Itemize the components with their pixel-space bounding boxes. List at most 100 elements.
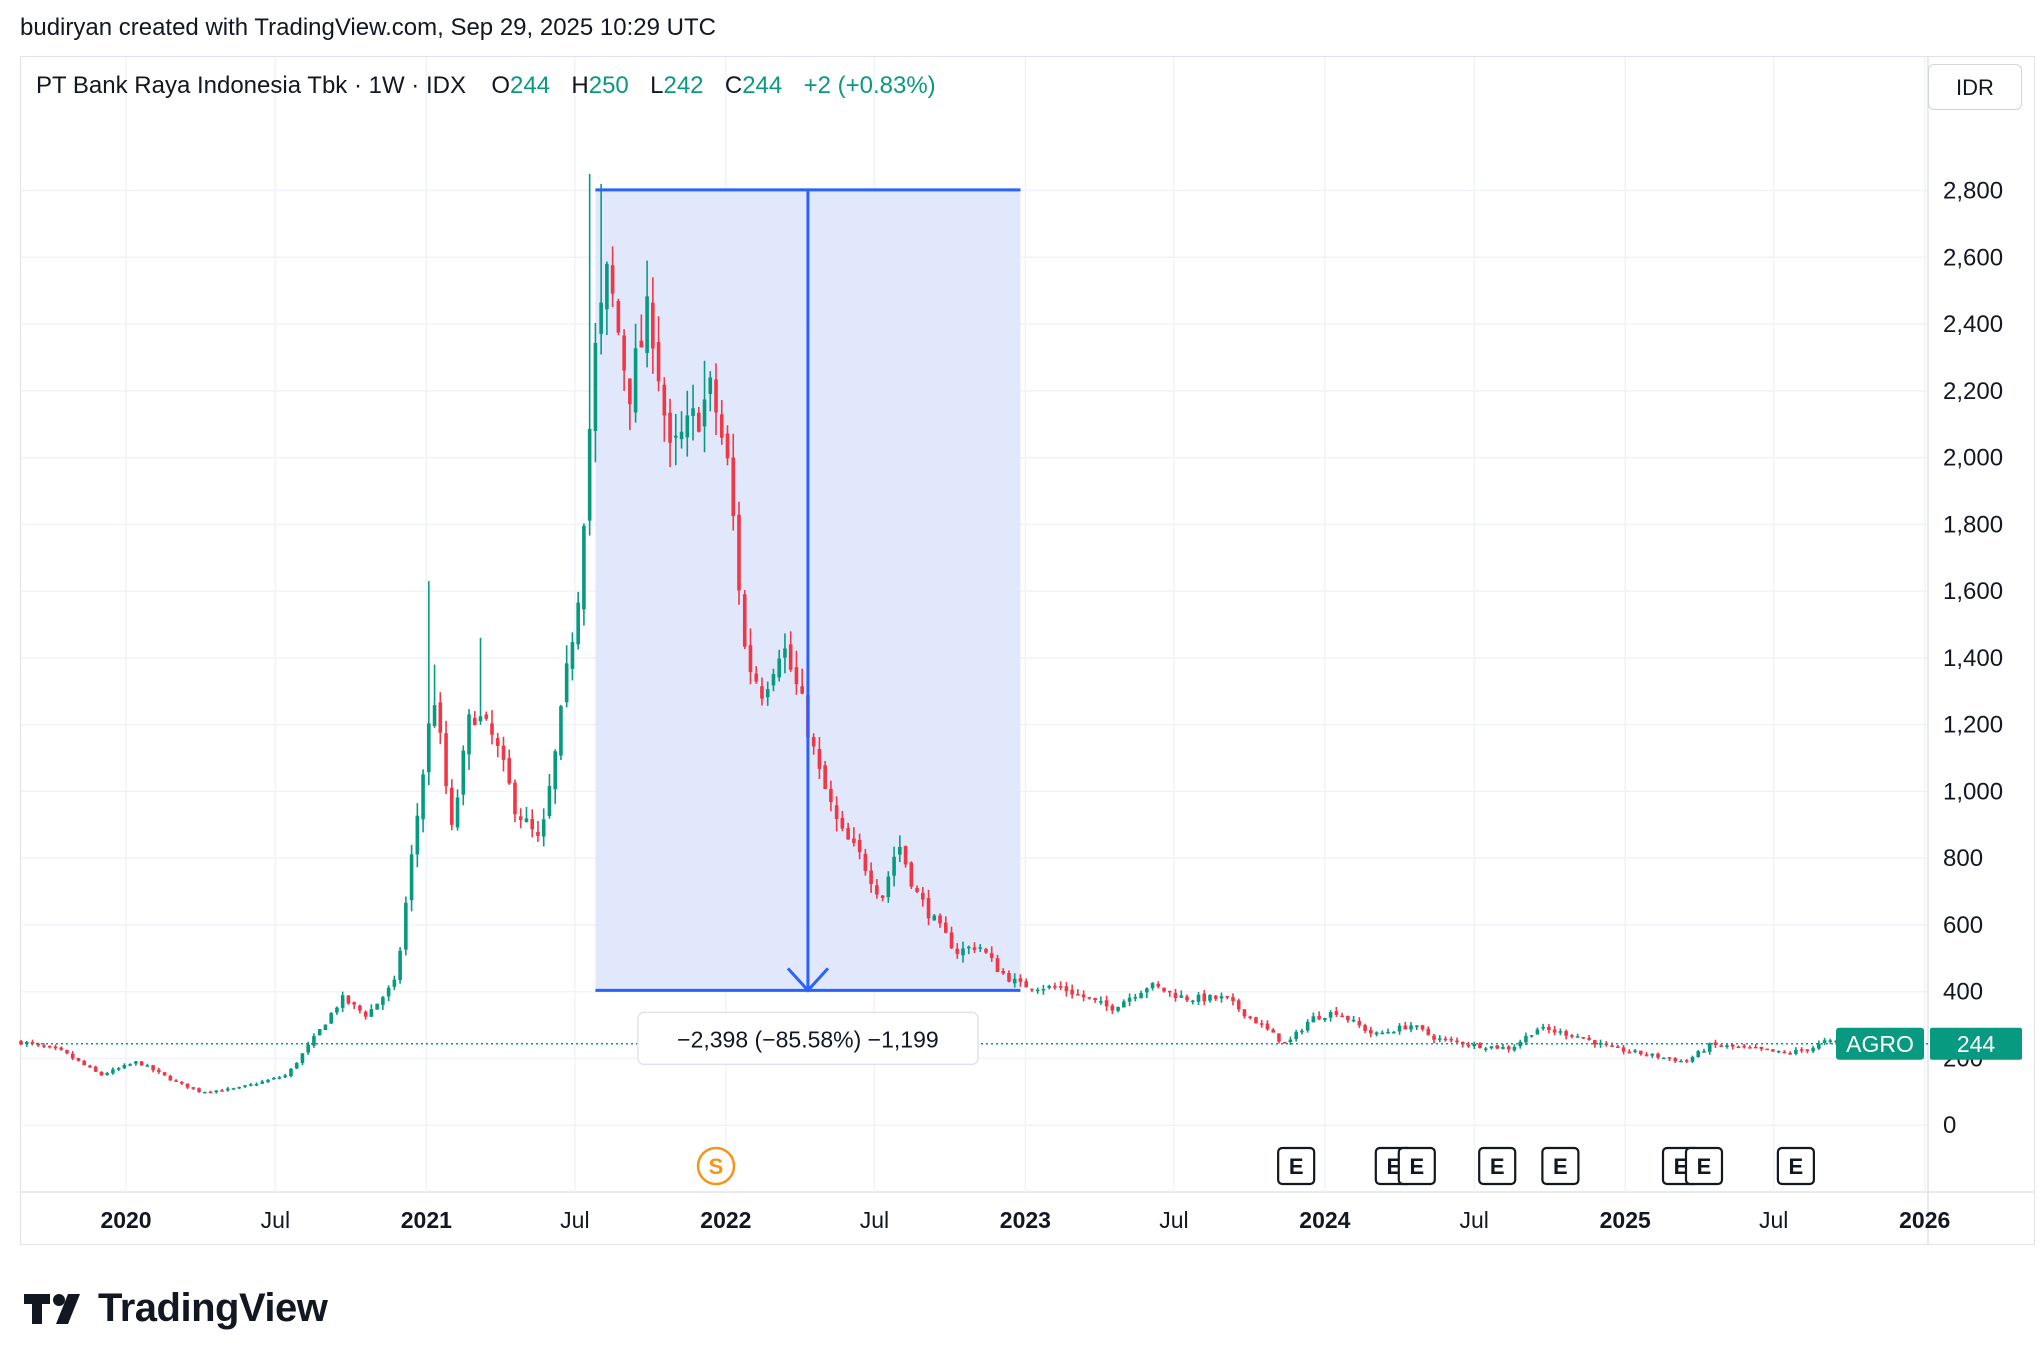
candle	[651, 277, 655, 374]
candle	[294, 1062, 299, 1070]
candle	[289, 1068, 293, 1078]
candle	[36, 1042, 41, 1047]
candle	[1828, 1038, 1833, 1045]
earnings-event-icon[interactable]: E	[1397, 1146, 1436, 1186]
candle	[432, 664, 437, 728]
earnings-event-icon[interactable]: E	[1478, 1146, 1517, 1186]
candle	[1179, 990, 1184, 999]
earnings-event-icon[interactable]: E	[1776, 1146, 1815, 1186]
symbol-tag-bg	[1836, 1027, 1924, 1060]
candle	[1575, 1033, 1580, 1038]
candle	[1328, 1010, 1333, 1022]
candle	[1696, 1049, 1701, 1058]
candle	[1265, 1020, 1270, 1031]
measure-label-text: −2,398 (−85.58%) −1,199	[677, 1026, 939, 1052]
currency-button[interactable]: IDR	[1928, 64, 2022, 110]
candle	[1673, 1057, 1678, 1063]
candle	[214, 1090, 219, 1094]
earnings-event-icon[interactable]: E	[1277, 1146, 1316, 1186]
candle	[1759, 1046, 1764, 1052]
candle	[702, 360, 707, 453]
candle	[570, 632, 575, 681]
candle	[490, 710, 494, 745]
candle	[1794, 1047, 1798, 1056]
candle	[639, 314, 644, 348]
candle	[128, 1063, 132, 1067]
candle	[1190, 999, 1195, 1005]
grid	[21, 57, 2034, 1244]
footer-logo[interactable]: TradingView	[24, 1286, 328, 1331]
candle	[1139, 990, 1143, 999]
svg-text:E: E	[1386, 1154, 1401, 1179]
candle	[513, 779, 517, 823]
candle	[1616, 1044, 1620, 1048]
legend-low: 242	[663, 72, 704, 99]
candle	[1621, 1045, 1626, 1055]
candle	[1242, 1009, 1247, 1019]
legend-close-label: C	[724, 72, 743, 99]
candle	[185, 1083, 190, 1090]
candle	[1369, 1026, 1373, 1038]
candle	[59, 1046, 64, 1051]
x-tick-label: 2025	[1600, 1207, 1651, 1233]
candle	[1483, 1046, 1488, 1052]
candle	[1535, 1027, 1540, 1035]
candle	[1196, 992, 1201, 1006]
candle	[99, 1071, 104, 1077]
candle	[783, 633, 787, 674]
candle	[742, 590, 747, 650]
candle	[984, 947, 988, 954]
earnings-event-icon[interactable]: E	[1684, 1146, 1724, 1186]
candle	[1208, 994, 1212, 1003]
candle	[122, 1063, 127, 1069]
candle	[978, 944, 983, 952]
candle	[427, 581, 431, 786]
candle	[1581, 1036, 1586, 1040]
candle	[1627, 1049, 1632, 1054]
candle	[1799, 1047, 1804, 1053]
x-tick-label: Jul	[261, 1207, 290, 1233]
x-tick-label: 2024	[1299, 1207, 1350, 1233]
candle	[1489, 1046, 1494, 1050]
candle	[340, 991, 345, 1012]
candle	[1087, 996, 1092, 1000]
legend-high: 250	[588, 72, 629, 99]
candle	[1076, 989, 1080, 996]
candle	[748, 628, 753, 685]
candle	[754, 666, 759, 684]
split-event-icon[interactable]: S	[696, 1146, 736, 1186]
candle	[1271, 1028, 1275, 1033]
candle	[926, 889, 931, 926]
candle	[1133, 993, 1138, 1002]
candle	[995, 954, 1000, 973]
candle	[1185, 994, 1189, 1003]
candle	[633, 323, 638, 423]
earnings-event-icon[interactable]: E	[1541, 1146, 1580, 1186]
candle	[197, 1087, 201, 1093]
candle	[777, 649, 782, 682]
candle	[472, 711, 477, 726]
candle	[536, 820, 540, 842]
candle	[1340, 1012, 1344, 1018]
candle	[1707, 1042, 1712, 1055]
candle	[1248, 1015, 1253, 1020]
candle	[1656, 1052, 1660, 1060]
candle	[1162, 987, 1166, 993]
candle	[449, 779, 454, 831]
candle	[886, 871, 891, 903]
candle	[1822, 1037, 1827, 1045]
candle	[1035, 987, 1040, 994]
candle	[547, 773, 552, 819]
candle	[116, 1066, 121, 1071]
candle	[576, 591, 580, 650]
candle	[1219, 992, 1224, 1003]
candle	[1018, 974, 1023, 987]
price-axis: 02004006008001,0001,2001,4001,6001,8002,…	[1943, 178, 2003, 1140]
candle	[1363, 1023, 1367, 1034]
candle	[800, 668, 804, 695]
chart-frame	[20, 56, 2035, 1245]
candle	[863, 848, 868, 876]
candle	[220, 1088, 224, 1092]
svg-text:E: E	[1553, 1154, 1568, 1179]
